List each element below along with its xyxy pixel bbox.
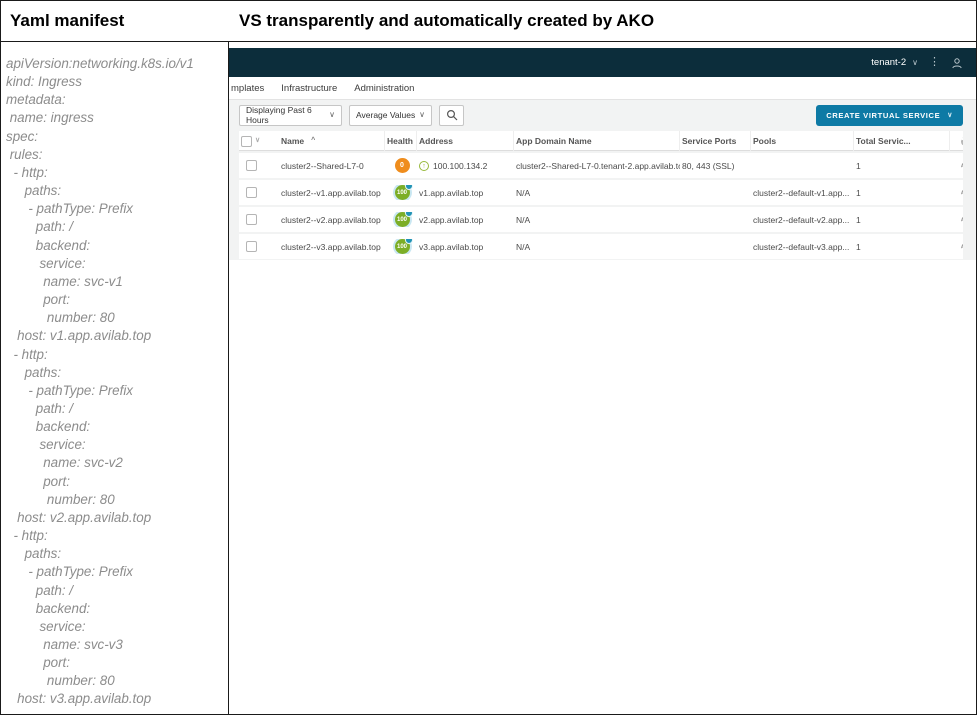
vs-total-services: 1 bbox=[856, 187, 861, 198]
vs-address: v1.app.avilab.top bbox=[419, 187, 484, 198]
row-checkbox[interactable] bbox=[246, 160, 257, 171]
create-virtual-service-button[interactable]: CREATE VIRTUAL SERVICE ∨ bbox=[816, 104, 963, 126]
vs-service-ports: 80, 443 (SSL) bbox=[682, 160, 735, 171]
vs-app-domain: N/A bbox=[516, 214, 531, 225]
vs-toolbar: Displaying Past 6 Hours ∨ Average Values… bbox=[229, 100, 976, 130]
chevron-down-icon: ∨ bbox=[912, 57, 918, 67]
edit-icon[interactable]: ✎ bbox=[960, 160, 963, 171]
vs-pools: cluster2--default-v2.app... bbox=[753, 214, 850, 225]
metric-mode-dropdown[interactable]: Average Values ∨ bbox=[349, 104, 432, 126]
more-menu-icon[interactable]: ⋮ bbox=[929, 56, 940, 68]
vs-total-services: 1 bbox=[856, 160, 861, 171]
table-row: cluster2--v1.app.avilab.top 100 v1.app.a… bbox=[239, 180, 963, 205]
avi-controller-screenshot: tenant-2 ∨ ⋮ mplates Infrastructure Admi… bbox=[229, 48, 976, 260]
select-all-checkbox[interactable] bbox=[241, 135, 252, 147]
vs-name[interactable]: cluster2--v3.app.avilab.top bbox=[281, 241, 381, 252]
column-header-total-services: Total Servic... bbox=[854, 131, 950, 151]
column-header-app-domain: App Domain Name bbox=[514, 131, 680, 151]
chevron-down-icon: ∨ bbox=[419, 110, 425, 119]
vs-total-services: 1 bbox=[856, 214, 861, 225]
table-row: cluster2--v2.app.avilab.top 100 v2.app.a… bbox=[239, 207, 963, 232]
display-period-value: Displaying Past 6 Hours bbox=[246, 105, 312, 125]
table-header: ∨ Name ^ Health Address App Domain Name … bbox=[239, 131, 963, 151]
edit-icon[interactable]: ✎ bbox=[960, 214, 963, 225]
nav-item-templates[interactable]: mplates bbox=[231, 82, 265, 94]
right-column-title: VS transparently and automatically creat… bbox=[239, 11, 655, 30]
vs-pools: cluster2--default-v3.app... bbox=[753, 241, 850, 252]
metric-mode-value: Average Values bbox=[356, 110, 416, 120]
column-divider bbox=[228, 1, 229, 714]
left-column-title: Yaml manifest bbox=[10, 11, 125, 30]
column-header-health: Health bbox=[385, 131, 417, 151]
table-row: cluster2--Shared-L7-0 0 ↑ 100.100.134.2 … bbox=[239, 153, 963, 178]
nav-item-administration[interactable]: Administration bbox=[354, 82, 415, 94]
column-header-name[interactable]: Name ^ bbox=[279, 131, 385, 151]
main-nav: mplates Infrastructure Administration bbox=[229, 77, 976, 100]
row-checkbox[interactable] bbox=[246, 241, 257, 252]
vs-total-services: 1 bbox=[856, 241, 861, 252]
edit-icon[interactable]: ✎ bbox=[960, 241, 963, 252]
edit-icon[interactable]: ✎ bbox=[960, 187, 963, 198]
health-badge[interactable]: 100 bbox=[394, 239, 413, 254]
vs-pools: cluster2--default-v1.app... bbox=[753, 187, 850, 198]
vs-address: v3.app.avilab.top bbox=[419, 241, 484, 252]
column-header-pools: Pools bbox=[751, 131, 854, 151]
vs-name[interactable]: cluster2--v2.app.avilab.top bbox=[281, 214, 381, 225]
chevron-down-icon: ∨ bbox=[329, 110, 335, 119]
app-topbar: tenant-2 ∨ ⋮ bbox=[229, 48, 976, 77]
vs-app-domain: N/A bbox=[516, 241, 531, 252]
chevron-down-icon: ∨ bbox=[255, 137, 261, 144]
tenant-name: tenant-2 bbox=[871, 57, 907, 68]
health-badge[interactable]: 0 bbox=[394, 158, 410, 173]
search-icon bbox=[446, 109, 457, 121]
create-button-label: CREATE VIRTUAL SERVICE bbox=[826, 110, 941, 120]
vs-app-domain: cluster2--Shared-L7-0.tenant-2.app.avila… bbox=[516, 160, 680, 171]
tenant-selector[interactable]: tenant-2 ∨ bbox=[871, 57, 918, 68]
sort-asc-icon: ^ bbox=[311, 137, 316, 144]
yaml-manifest-pane: apiVersion:networking.k8s.io/v1 kind: In… bbox=[1, 43, 228, 714]
row-checkbox[interactable] bbox=[246, 187, 257, 198]
gear-icon[interactable] bbox=[961, 137, 963, 145]
column-header-address: Address bbox=[417, 131, 514, 151]
vs-app-domain: N/A bbox=[516, 187, 531, 198]
vs-name[interactable]: cluster2--Shared-L7-0 bbox=[281, 160, 364, 171]
vs-address: v2.app.avilab.top bbox=[419, 214, 484, 225]
nav-item-infrastructure[interactable]: Infrastructure bbox=[281, 82, 338, 94]
display-period-dropdown[interactable]: Displaying Past 6 Hours ∨ bbox=[239, 104, 342, 126]
health-badge[interactable]: 100 bbox=[394, 185, 413, 200]
row-checkbox[interactable] bbox=[246, 214, 257, 225]
search-button[interactable] bbox=[439, 104, 464, 126]
vs-name[interactable]: cluster2--v1.app.avilab.top bbox=[281, 187, 381, 198]
shared-vip-icon: ↑ bbox=[419, 160, 429, 171]
table-row: cluster2--v3.app.avilab.top 100 v3.app.a… bbox=[239, 234, 963, 259]
vs-address: ↑ 100.100.134.2 bbox=[417, 160, 514, 171]
user-icon[interactable] bbox=[951, 57, 963, 69]
virtual-services-table: ∨ Name ^ Health Address App Domain Name … bbox=[239, 131, 963, 259]
health-badge[interactable]: 100 bbox=[394, 212, 413, 227]
table-header-row: Yaml manifest VS transparently and autom… bbox=[1, 1, 976, 42]
chevron-down-icon: ∨ bbox=[947, 111, 953, 119]
column-header-service-ports: Service Ports bbox=[680, 131, 751, 151]
yaml-manifest-text: apiVersion:networking.k8s.io/v1 kind: In… bbox=[6, 56, 194, 707]
